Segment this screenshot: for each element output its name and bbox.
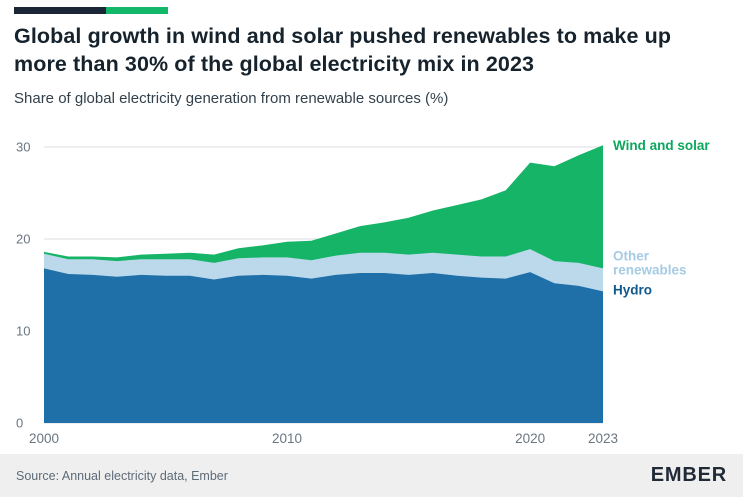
chart-subtitle: Share of global electricity generation f… [14, 90, 449, 107]
ember-logo: EMBER [650, 464, 727, 486]
accent-bar-green-segment [106, 7, 168, 14]
x-tick-label: 2020 [515, 431, 545, 446]
source-text: Source: Annual electricity data, Ember [16, 468, 228, 483]
x-tick-label: 2000 [29, 431, 59, 446]
x-tick-label: 2023 [588, 431, 618, 446]
y-tick-label: 10 [16, 324, 30, 339]
accent-bar-navy-segment [14, 7, 106, 14]
y-tick-label: 20 [16, 232, 30, 247]
stacked-area-chart: 0 10 20 30 2000 2010 2020 2023 Hydro Other renewab… [16, 138, 710, 446]
series-label-wind-and-solar: Wind and solar [613, 138, 710, 153]
accent-bar [14, 7, 168, 14]
x-tick-label: 2010 [272, 431, 302, 446]
page-title: Global growth in wind and solar pushed r… [14, 24, 672, 76]
area-hydro [44, 268, 603, 423]
y-tick-label: 30 [16, 140, 30, 155]
y-tick-label: 0 [16, 416, 23, 431]
series-label-hydro: Hydro [613, 282, 652, 297]
series-label-other-renewables: Other renewables [613, 248, 687, 277]
chart-footer: Source: Annual electricity data, Ember E… [0, 454, 743, 497]
chart-area: 0 10 20 30 2000 2010 2020 2023 Hydro Other renewab… [14, 133, 729, 453]
